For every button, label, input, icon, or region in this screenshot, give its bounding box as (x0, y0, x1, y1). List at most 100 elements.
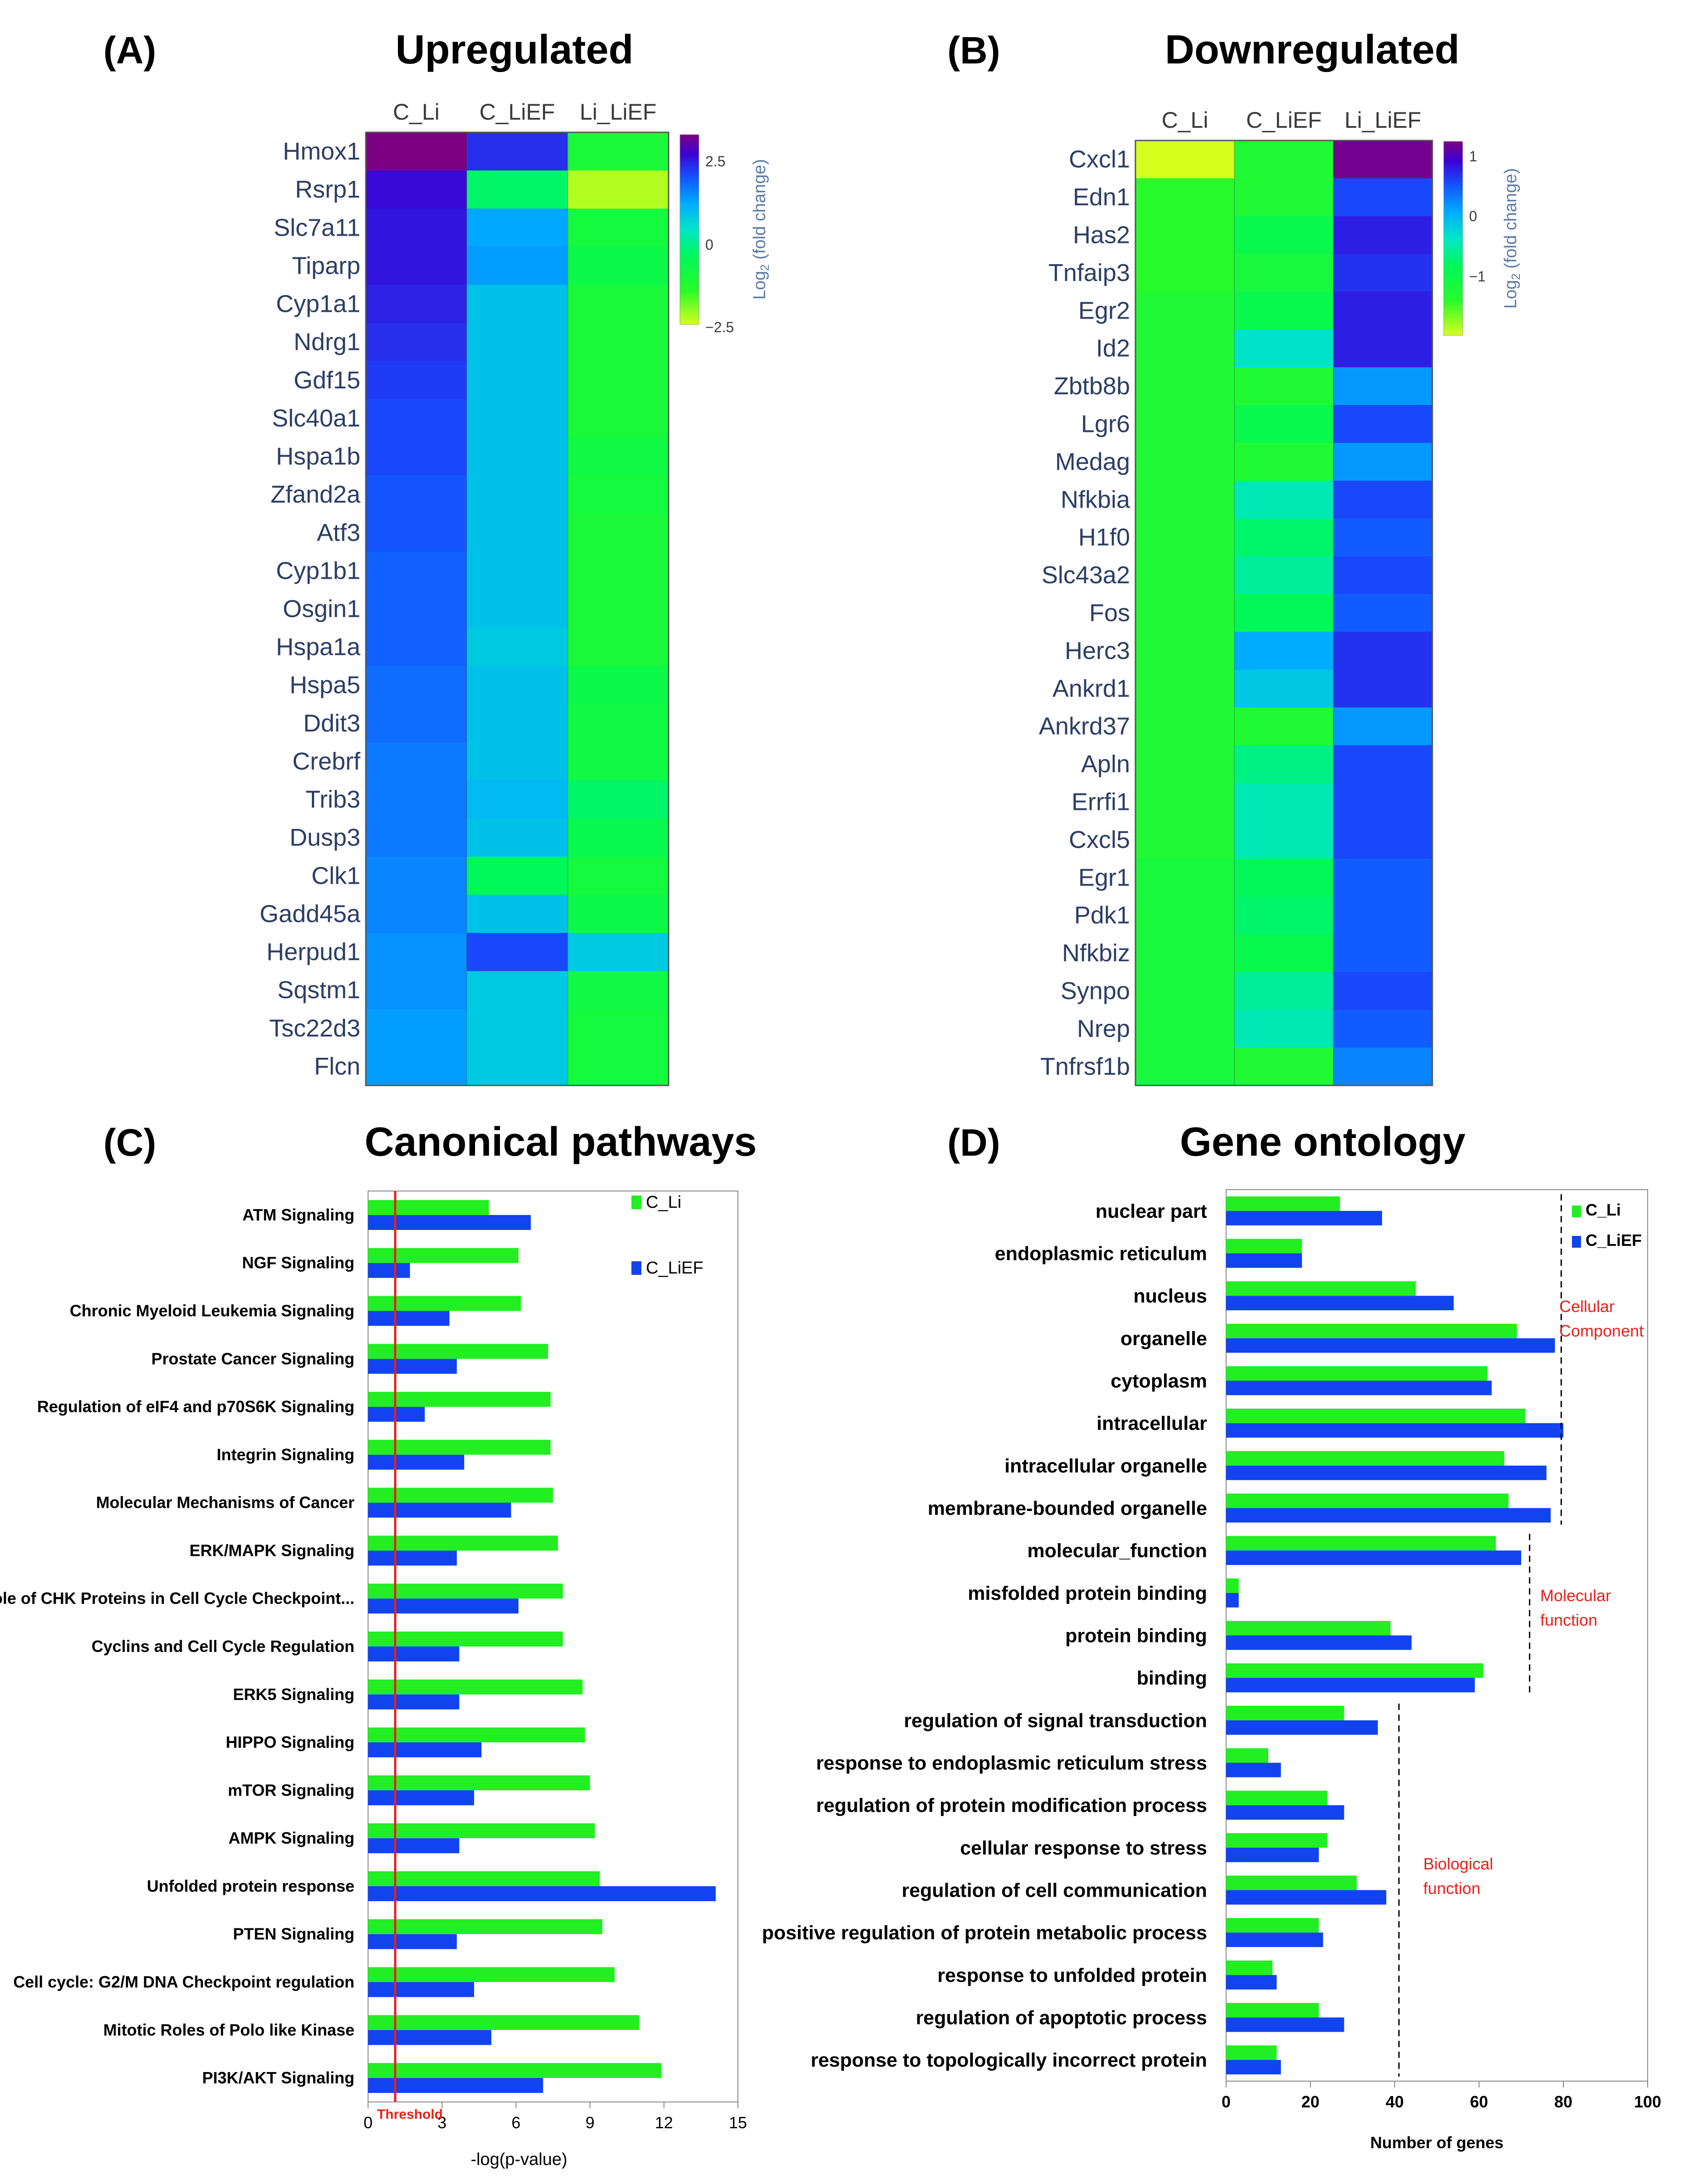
cell-ankrd37-c-lief (1234, 707, 1334, 746)
cell-apln-c-lief (1234, 745, 1334, 784)
cell-errfi1-c-lief (1234, 783, 1334, 821)
legend-label-c-lief: C_LiEF (646, 1259, 703, 1278)
cell-nfkbiz-c-lief (1234, 934, 1334, 973)
cell-hmox1-li-lief (567, 132, 669, 171)
category-label-cell-cycle-g2-m-dna-checkpoint-regulation: Cell cycle: G2/M DNA Checkpoint regulati… (13, 1973, 354, 1991)
cell-clk1-li-lief (567, 857, 669, 895)
colorbar-tick: 0 (705, 237, 713, 253)
bar-c-lief-endoplasmic-reticulum (1226, 1253, 1302, 1268)
cell-egr2-c-lief (1234, 291, 1334, 330)
cell-herc3-li-lief (1333, 632, 1433, 670)
bar-c-lief-nucleus (1226, 1296, 1454, 1311)
cell-errfi1-li-lief (1333, 783, 1433, 821)
category-label-protein-binding: protein binding (1065, 1625, 1207, 1647)
category-label-binding: binding (1137, 1667, 1207, 1689)
row-label-atf3: Atf3 (317, 519, 360, 546)
bar-c-lief-molecular-mechanisms-of-cancer (368, 1502, 511, 1518)
cell-slc40a1-li-lief (567, 399, 669, 438)
x-axis-label: -log(p-value) (470, 2150, 567, 2169)
colorbar-label: Log2 (fold change) (750, 159, 771, 300)
category-label-response-to-unfolded-protein: response to unfolded protein (937, 1965, 1207, 1986)
category-label-molecular-mechanisms-of-cancer: Molecular Mechanisms of Cancer (96, 1493, 354, 1512)
cell-herc3-c-li (1135, 632, 1235, 670)
cell-cxcl5-li-lief (1333, 821, 1433, 859)
x-tick-label: 0 (1222, 2092, 1231, 2111)
row-label-fos: Fos (1089, 600, 1130, 627)
cell-crebrf-c-li (366, 742, 467, 781)
cell-slc43a2-c-lief (1234, 556, 1334, 595)
bar-c-lief-chronic-myeloid-leukemia-signaling (368, 1311, 450, 1326)
category-label-nuclear-part: nuclear part (1096, 1201, 1207, 1222)
group-label-function: function (1423, 1879, 1480, 1898)
cell-slc7a11-li-lief (567, 208, 669, 247)
category-label-erk-mapk-signaling: ERK/MAPK Signaling (189, 1541, 354, 1559)
cell-hspa5-c-lief (466, 666, 568, 705)
cell-hspa1a-c-lief (466, 628, 568, 667)
category-label-nucleus: nucleus (1134, 1285, 1208, 1307)
row-label-herc3: Herc3 (1065, 637, 1130, 664)
cell-ndrg1-c-lief (466, 323, 568, 362)
bar-c-li-binding (1226, 1663, 1484, 1678)
bar-c-lief-prostate-cancer-signaling (368, 1359, 457, 1374)
bar-c-li-regulation-of-signal-transduction (1226, 1705, 1344, 1720)
cell-lgr6-c-li (1135, 405, 1235, 443)
cell-osgin1-c-lief (466, 590, 568, 629)
cell-cxcl5-c-li (1135, 821, 1235, 859)
cell-ankrd1-c-lief (1234, 669, 1334, 708)
bar-c-lief-intracellular-organelle (1226, 1465, 1547, 1480)
heatmap-frame (365, 131, 669, 1086)
cell-hspa1b-c-lief (466, 437, 568, 476)
cell-pdk1-c-lief (1234, 896, 1334, 935)
row-label-slc43a2: Slc43a2 (1042, 562, 1130, 589)
group-label-molecular: Molecular (1540, 1586, 1611, 1605)
panel-d-title: Gene ontology (1180, 1119, 1465, 1165)
bar-c-li-cell-cycle-g2-m-dna-checkpoint-regulation (368, 1967, 615, 1982)
bar-c-li-membrane-bounded-organelle (1226, 1493, 1509, 1508)
x-tick-label: 12 (655, 2113, 673, 2132)
cell-ddit3-c-li (366, 704, 467, 743)
category-label-response-to-endoplasmic-reticulum-stress: response to endoplasmic reticulum stress (816, 1753, 1207, 1774)
bar-c-li-erk-mapk-signaling (368, 1535, 558, 1551)
bar-c-li-endoplasmic-reticulum (1226, 1239, 1302, 1254)
cell-ddit3-li-lief (567, 704, 669, 743)
bar-c-lief-membrane-bounded-organelle (1226, 1508, 1551, 1523)
cell-hspa1b-c-li (366, 437, 467, 476)
cell-nfkbia-c-li (1135, 480, 1235, 519)
category-label-positive-regulation-of-protein-metabolic-process: positive regulation of protein metabolic… (762, 1922, 1207, 1944)
x-tick-label: 15 (729, 2113, 747, 2132)
row-label-errfi1: Errfi1 (1072, 789, 1130, 816)
cell-egr2-c-li (1135, 291, 1235, 330)
category-label-prostate-cancer-signaling: Prostate Cancer Signaling (151, 1349, 354, 1368)
cell-flcn-c-li (366, 1047, 467, 1086)
cell-edn1-li-lief (1333, 178, 1433, 217)
x-tick-label: 0 (364, 2113, 373, 2132)
bar-c-lief-erk-mapk-signaling (368, 1550, 457, 1566)
category-label-ngf-signaling: NGF Signaling (242, 1254, 354, 1272)
row-label-zbtb8b: Zbtb8b (1054, 373, 1130, 400)
category-label-endoplasmic-reticulum: endoplasmic reticulum (995, 1243, 1207, 1265)
row-label-apln: Apln (1081, 751, 1130, 778)
bar-c-lief-organelle (1226, 1338, 1555, 1353)
cell-nfkbia-li-lief (1333, 480, 1433, 519)
cell-fos-c-li (1135, 594, 1235, 632)
cell-tnfrsf1b-c-lief (1234, 1047, 1334, 1086)
cell-gdf15-c-li (366, 361, 467, 400)
panel-d-letter: (D) (947, 1121, 1000, 1164)
row-label-ankrd1: Ankrd1 (1052, 675, 1130, 702)
colorbar-tick: −1 (1469, 268, 1485, 285)
cell-crebrf-c-lief (466, 742, 568, 781)
bar-c-lief-binding (1226, 1678, 1475, 1693)
row-label-nrep: Nrep (1077, 1015, 1130, 1042)
cell-synpo-c-li (1135, 972, 1235, 1010)
cell-hmox1-c-lief (466, 132, 568, 171)
cell-herpud1-c-li (366, 933, 467, 972)
bar-c-lief-ngf-signaling (368, 1263, 410, 1278)
x-tick-label: 80 (1554, 2092, 1572, 2111)
cell-rsrp1-c-li (366, 170, 467, 209)
group-label-function: function (1540, 1611, 1597, 1629)
category-label-pi3k-akt-signaling: PI3K/AKT Signaling (202, 2068, 354, 2087)
cell-crebrf-li-lief (567, 742, 669, 781)
bar-c-li-regulation-of-apoptotic-process (1226, 2003, 1319, 2018)
x-axis-label: Number of genes (1370, 2133, 1504, 2152)
row-label-trib3: Trib3 (306, 786, 360, 813)
